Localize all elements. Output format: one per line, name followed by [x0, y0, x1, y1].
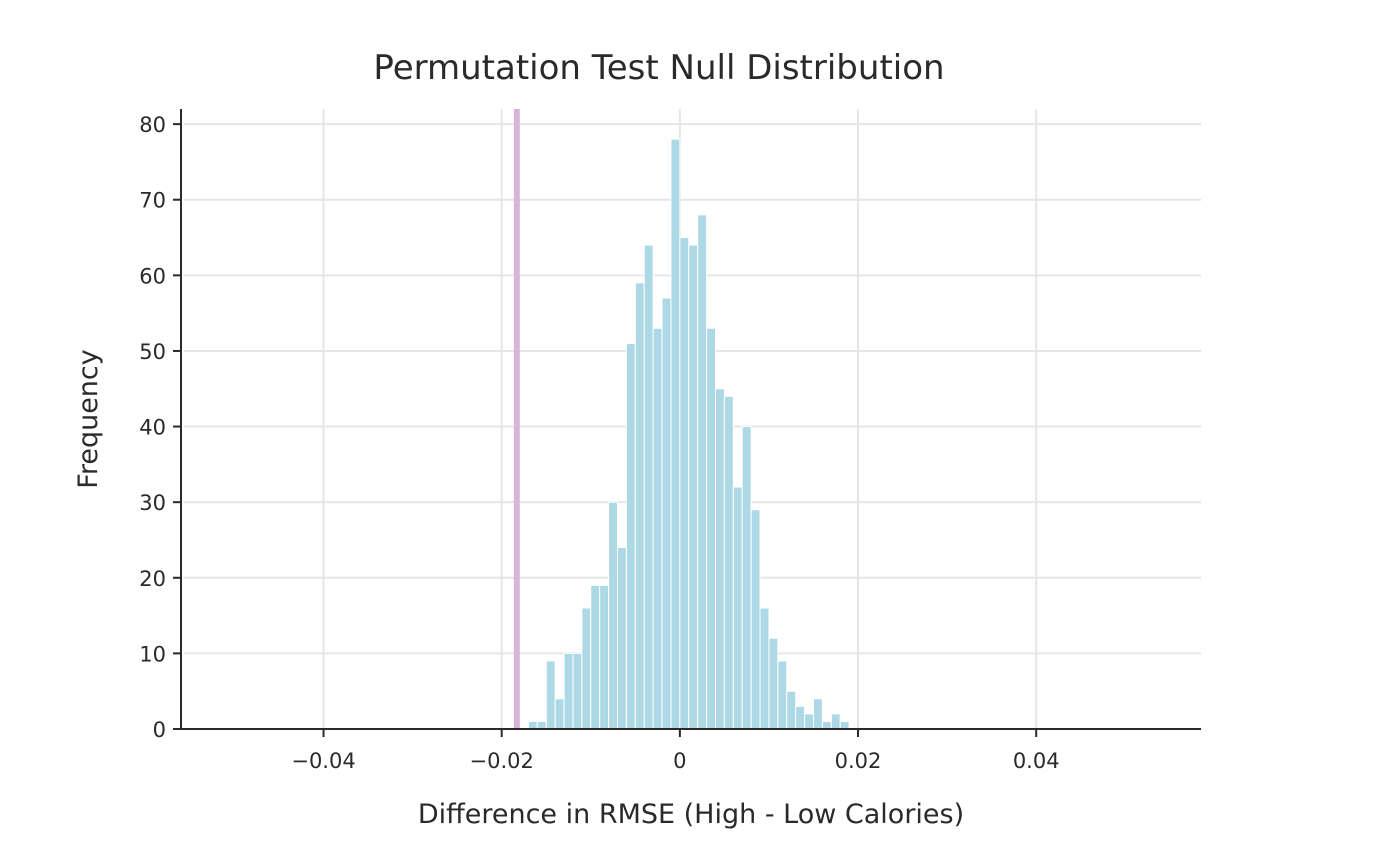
histogram-bar [804, 713, 814, 730]
histogram-bar [750, 509, 761, 730]
x-tick-label: 0.02 [835, 749, 882, 773]
histogram-bar [661, 297, 672, 730]
histogram-bar [795, 705, 806, 730]
histogram-bar [777, 660, 788, 730]
histogram-bar [732, 486, 743, 730]
histogram-bar [599, 584, 610, 730]
histogram-bar [625, 342, 636, 730]
histogram-bar [643, 244, 654, 730]
histogram-bar [590, 584, 601, 730]
x-tick-label: −0.02 [470, 749, 534, 773]
histogram-bars [527, 138, 850, 730]
histogram-bar [741, 426, 752, 730]
y-tick-label: 10 [139, 642, 166, 666]
y-tick-label: 30 [139, 491, 166, 515]
histogram-bar [554, 698, 565, 730]
histogram-bar [759, 607, 770, 730]
histogram-bar [634, 282, 645, 730]
histogram-bar [679, 237, 690, 730]
histogram-bar [706, 327, 716, 730]
histogram-bar [572, 652, 583, 730]
y-axis-ticks: 0 10 20 30 40 50 60 70 80 [139, 113, 181, 742]
axes [180, 109, 1201, 730]
histogram-bar [581, 607, 592, 730]
x-tick-label: 0.04 [1013, 749, 1060, 773]
histogram-bar [536, 720, 547, 730]
histogram-bar [786, 690, 797, 730]
histogram-bar [821, 720, 832, 730]
histogram-bar [652, 327, 663, 730]
histogram-bar [688, 244, 699, 730]
histogram-bar [812, 698, 823, 730]
histogram-bar [563, 652, 574, 730]
histogram-bar [608, 501, 619, 730]
y-tick-label: 70 [139, 189, 166, 213]
histogram-bar [697, 214, 708, 730]
histogram-bar [768, 637, 779, 730]
y-tick-label: 40 [139, 416, 166, 440]
histogram-bar [714, 388, 725, 730]
y-tick-label: 60 [139, 264, 166, 288]
chart-title: Permutation Test Null Distribution [373, 48, 944, 88]
histogram-bar [830, 713, 841, 730]
y-tick-label: 50 [139, 340, 166, 364]
histogram-bar [839, 720, 850, 730]
histogram-bar [723, 395, 734, 730]
histogram-bar [527, 720, 538, 730]
histogram-bar [670, 138, 681, 730]
x-tick-label: −0.04 [291, 749, 355, 773]
y-axis-title: Frequency [73, 349, 104, 489]
y-tick-label: 0 [153, 718, 166, 742]
histogram-bar [617, 547, 627, 730]
y-tick-label: 80 [139, 113, 166, 137]
y-tick-label: 20 [139, 567, 166, 591]
histogram-bar [545, 660, 556, 730]
x-tick-label: 0 [673, 749, 686, 773]
x-axis-title: Difference in RMSE (High - Low Calories) [418, 799, 964, 830]
x-axis-ticks: −0.04 −0.02 0 0.02 0.04 [291, 729, 1060, 773]
